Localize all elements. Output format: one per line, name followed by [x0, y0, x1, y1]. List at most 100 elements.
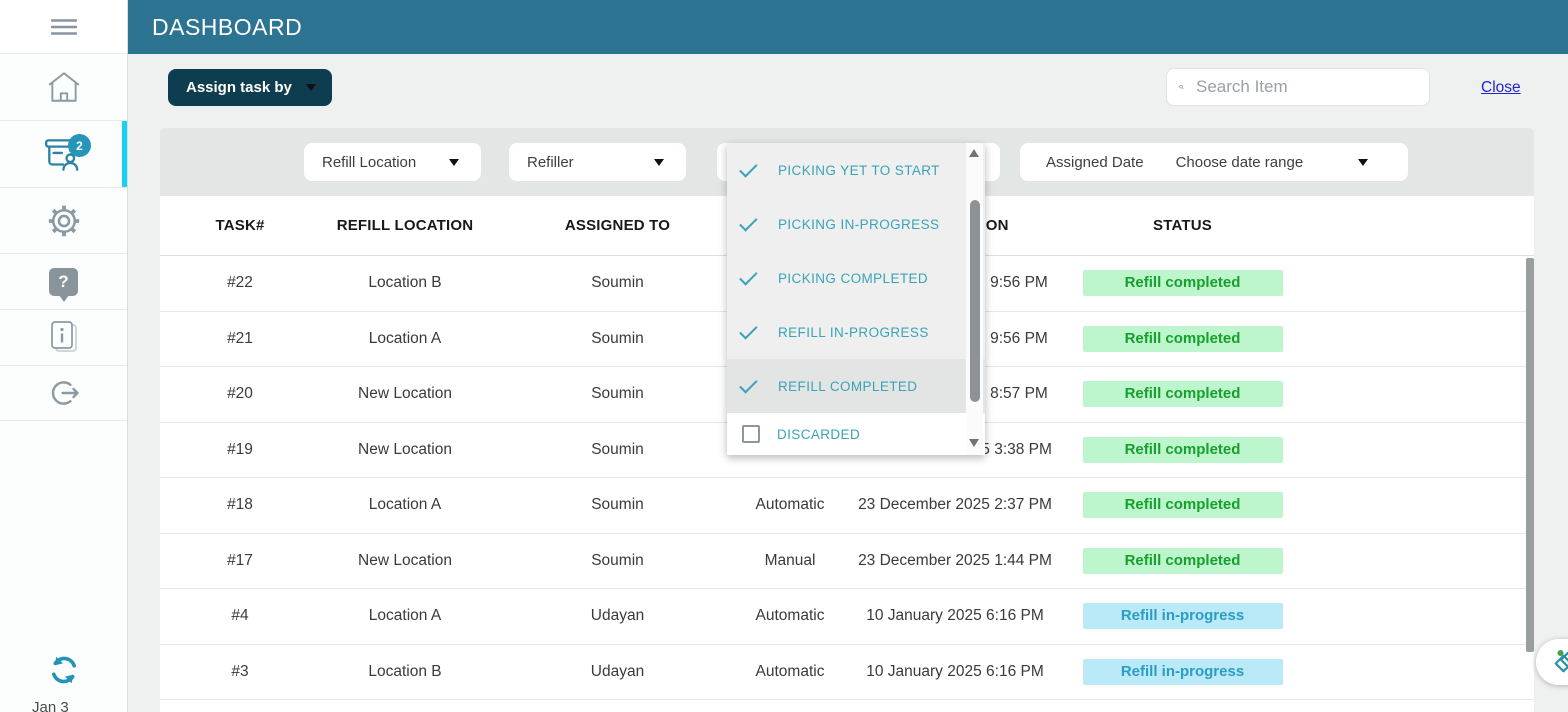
table-row[interactable]: #3 Location B Udayan Automatic 10 Januar…: [160, 645, 1534, 701]
column-header-refill-location: REFILL LOCATION: [320, 217, 490, 234]
table-row[interactable]: #4 Location A Udayan Automatic 10 Januar…: [160, 589, 1534, 645]
assigned-on-cell: 10 January 2025 6:16 PM: [835, 663, 1075, 681]
check-icon: [739, 267, 757, 285]
assign-type-cell: Automatic: [745, 663, 835, 681]
accessibility-widget-icon: [1549, 647, 1568, 677]
status-badge: Refill completed: [1083, 437, 1283, 463]
status-option-label: PICKING IN-PROGRESS: [778, 217, 939, 232]
table-row[interactable]: #17 New Location Soumin Manual 23 Decemb…: [160, 534, 1534, 590]
assigned-to-cell: Soumin: [490, 274, 745, 292]
refresh-button[interactable]: [46, 652, 82, 688]
refill-location-cell: Location B: [320, 274, 490, 292]
check-icon: [739, 321, 757, 339]
assigned-on-cell: 10 January 2025 6:16 PM: [835, 607, 1075, 625]
check-icon: [739, 213, 757, 231]
status-option-label: REFILL IN-PROGRESS: [778, 325, 929, 340]
assigned-to-cell: Soumin: [490, 441, 745, 459]
assigned-on-cell: 23 December 2025 1:44 PM: [835, 552, 1075, 570]
assigned-to-cell: Udayan: [490, 607, 745, 625]
chevron-down-icon: [449, 159, 459, 166]
sidebar-item-menu[interactable]: [0, 0, 127, 54]
status-option-label: REFILL COMPLETED: [778, 379, 917, 394]
sidebar: 2 ? Jan 3: [0, 0, 128, 712]
task-cell: #19: [160, 441, 320, 459]
assigned-to-cell: Udayan: [490, 663, 745, 681]
assigned-to-cell: Soumin: [490, 552, 745, 570]
accessibility-widget-button[interactable]: [1536, 639, 1568, 685]
search-box[interactable]: [1166, 68, 1430, 106]
checkbox-unchecked-icon[interactable]: [742, 425, 760, 443]
assigned-on-cell: 9:56 PM: [990, 330, 1048, 348]
assign-task-by-button[interactable]: Assign task by: [168, 69, 332, 106]
assigned-to-cell: Soumin: [490, 330, 745, 348]
sidebar-item-help[interactable]: ?: [0, 254, 127, 310]
status-dropdown-panel: PICKING YET TO START PICKING IN-PROGRESS…: [727, 143, 985, 455]
sidebar-item-tasks[interactable]: 2: [0, 121, 127, 188]
scroll-up-arrow-icon[interactable]: [969, 149, 979, 157]
status-badge: Refill in-progress: [1083, 659, 1283, 685]
status-option-refill-completed[interactable]: REFILL COMPLETED: [727, 359, 985, 413]
status-option-picking-yet-to-start[interactable]: PICKING YET TO START: [727, 143, 985, 197]
refill-location-cell: Location A: [320, 330, 490, 348]
assigned-date-dropdown[interactable]: Assigned Date Choose date range: [1020, 143, 1408, 181]
refill-location-cell: Location A: [320, 496, 490, 514]
home-icon: [46, 71, 82, 103]
page-title: DASHBOARD: [152, 14, 302, 41]
assigned-on-cell: 23 December 2025 2:37 PM: [835, 496, 1075, 514]
status-option-label: PICKING YET TO START: [778, 163, 940, 178]
status-badge: Refill completed: [1083, 381, 1283, 407]
sidebar-item-settings[interactable]: [0, 188, 127, 254]
refill-location-cell: New Location: [320, 385, 490, 403]
assign-type-cell: Automatic: [745, 496, 835, 514]
assigned-on-cell: 9:56 PM: [990, 274, 1048, 292]
chevron-down-icon: [1358, 159, 1368, 166]
sidebar-item-logout[interactable]: [0, 366, 127, 421]
status-badge: Refill completed: [1083, 548, 1283, 574]
task-cell: #20: [160, 385, 320, 403]
status-option-label: DISCARDED: [777, 427, 860, 442]
status-option-label: PICKING COMPLETED: [778, 271, 928, 286]
dropdown-scrollbar-thumb[interactable]: [970, 200, 980, 402]
status-option-picking-completed[interactable]: PICKING COMPLETED: [727, 251, 985, 305]
table-row[interactable]: #18 Location A Soumin Automatic 23 Decem…: [160, 478, 1534, 534]
help-icon: ?: [49, 268, 78, 296]
check-icon: [739, 375, 757, 393]
close-link[interactable]: Close: [1481, 79, 1521, 97]
assigned-date-label: Assigned Date: [1046, 154, 1144, 171]
logout-icon: [47, 376, 81, 410]
app-header: DASHBOARD: [128, 0, 1568, 54]
search-icon: [1179, 77, 1184, 97]
task-cell: #3: [160, 663, 320, 681]
table-scrollbar[interactable]: [1526, 258, 1534, 652]
assign-task-by-label: Assign task by: [186, 79, 292, 96]
help-glyph: ?: [58, 272, 68, 292]
assigned-on-cell: 8:57 PM: [990, 385, 1048, 403]
hamburger-icon: [51, 18, 77, 36]
chevron-down-icon: [654, 159, 664, 166]
task-cell: #18: [160, 496, 320, 514]
status-option-picking-in-progress[interactable]: PICKING IN-PROGRESS: [727, 197, 985, 251]
chevron-down-icon: [306, 84, 316, 91]
refresh-icon: [46, 652, 82, 688]
refiller-label: Refiller: [527, 154, 574, 171]
status-badge: Refill completed: [1083, 270, 1283, 296]
column-header-status: STATUS: [1075, 217, 1290, 234]
gear-icon: [45, 202, 83, 240]
refill-location-dropdown[interactable]: Refill Location: [304, 143, 481, 181]
status-option-refill-in-progress[interactable]: REFILL IN-PROGRESS: [727, 305, 985, 359]
search-input[interactable]: [1196, 77, 1417, 97]
assigned-to-cell: Soumin: [490, 385, 745, 403]
column-header-assigned-to: ASSIGNED TO: [490, 217, 745, 234]
refiller-dropdown[interactable]: Refiller: [509, 143, 686, 181]
info-document-icon: [48, 320, 80, 356]
sidebar-item-info[interactable]: [0, 310, 127, 366]
date-range-value: Choose date range: [1176, 154, 1304, 171]
task-cell: #22: [160, 274, 320, 292]
status-option-discarded[interactable]: DISCARDED: [727, 413, 985, 455]
refill-location-cell: New Location: [320, 441, 490, 459]
scroll-down-arrow-icon[interactable]: [969, 439, 979, 447]
sidebar-item-home[interactable]: [0, 54, 127, 121]
task-cell: #21: [160, 330, 320, 348]
refill-location-cell: New Location: [320, 552, 490, 570]
refill-location-cell: Location B: [320, 663, 490, 681]
